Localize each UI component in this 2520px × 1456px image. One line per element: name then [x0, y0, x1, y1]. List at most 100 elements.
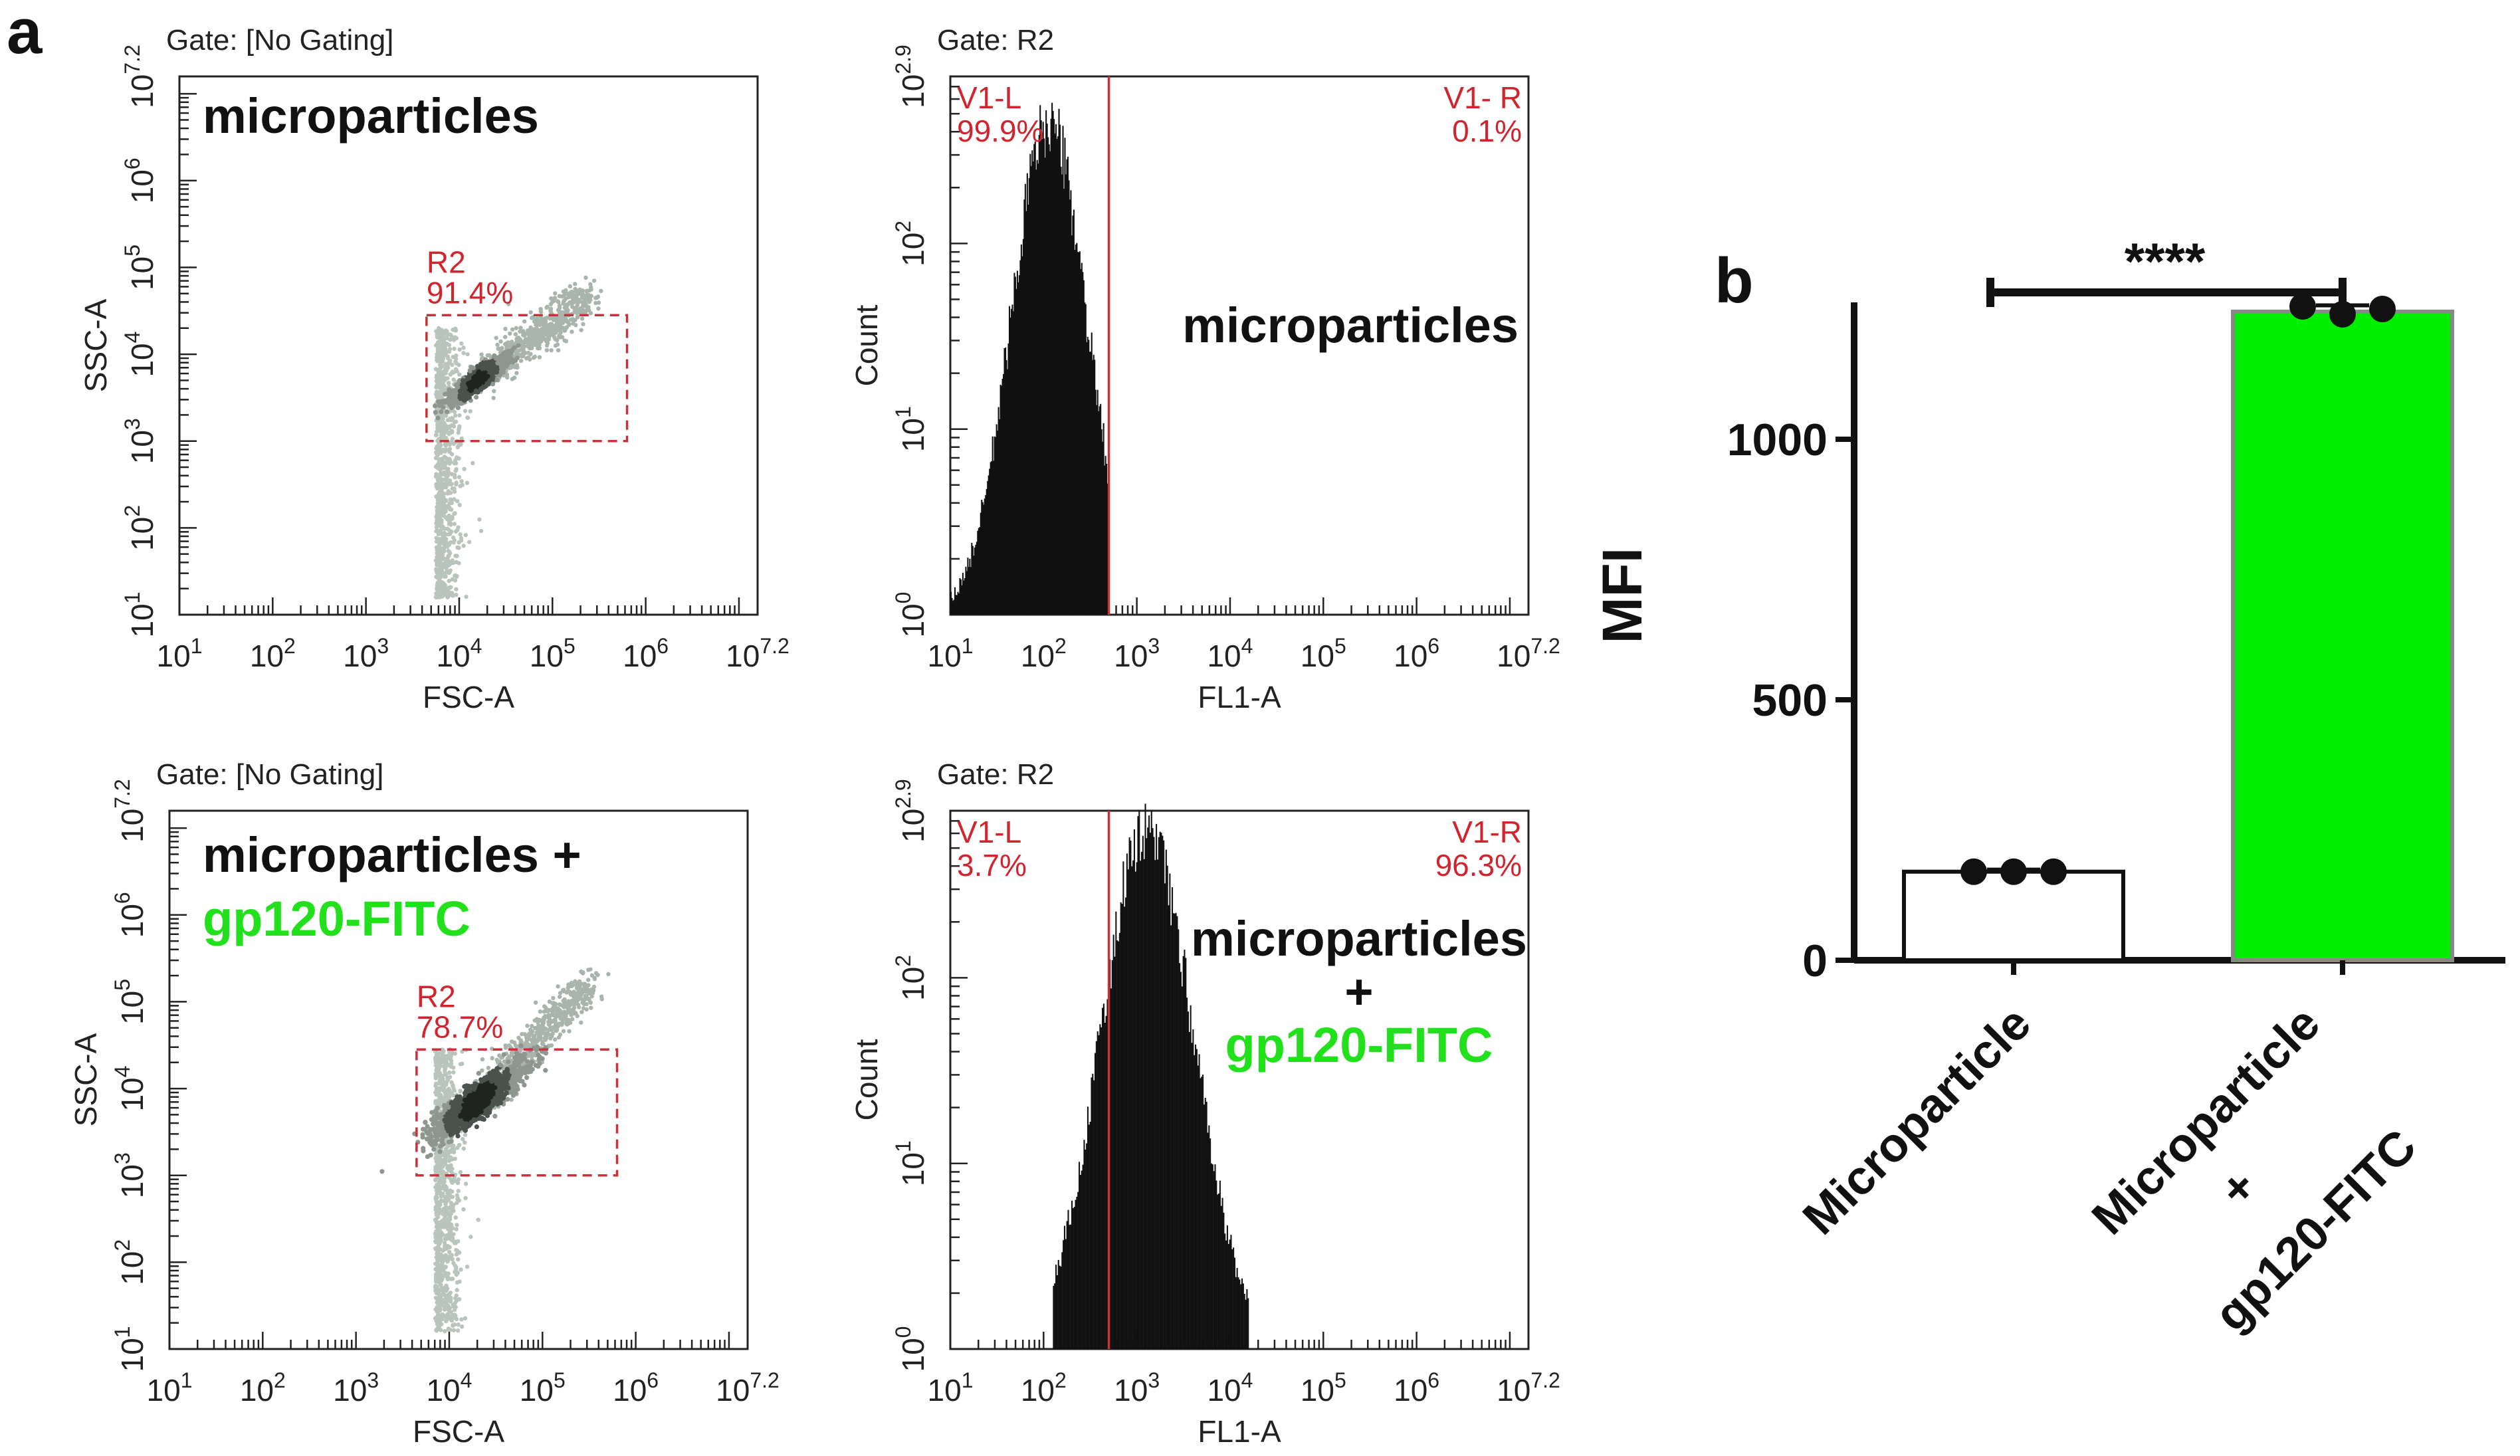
scatter-bottom-event-dot: [463, 1182, 469, 1186]
scatter-bottom-event-dot: [558, 1032, 563, 1037]
scatter-top-event-dot: [528, 333, 532, 338]
scatter-top-event-dot: [461, 544, 466, 548]
hist-top-right-region-name: V1- R: [1443, 80, 1522, 115]
scatter-top-event-dot: [435, 353, 441, 358]
scatter-top-event-dot: [453, 554, 458, 558]
scatter-bottom-event-dot: [568, 1010, 573, 1015]
scatter-top-event-dot: [575, 308, 579, 314]
hist-top-y-tick-label: 100: [891, 592, 930, 638]
scatter-top-event-dot: [462, 467, 467, 472]
scatter-top-event-dot: [574, 299, 579, 304]
panel-b-label: b: [1715, 245, 1754, 316]
scatter-bottom-event-dot: [447, 1070, 452, 1075]
scatter-top-event-dot: [441, 447, 446, 452]
scatter-bottom-event-dot: [585, 978, 591, 982]
scatter-bottom-event-dot: [435, 1284, 439, 1289]
scatter-bottom-event-dot: [458, 1062, 463, 1067]
scatter-bottom-event-dot: [455, 1271, 461, 1275]
scatter-top-event-dot: [580, 288, 585, 293]
scatter-top-event-dot: [461, 389, 467, 395]
panel-a-label: a: [7, 0, 43, 67]
scatter-top-event-dot: [435, 558, 439, 562]
scatter-bottom-x-tick-label: 106: [613, 1368, 659, 1407]
scatter-top-event-dot: [485, 362, 490, 367]
scatter-bottom-event-dot: [451, 1226, 455, 1231]
scatter-top-event-dot: [435, 524, 439, 528]
scatter-top-event-dot: [564, 302, 569, 307]
scatter-bottom-event-dot: [433, 1100, 438, 1106]
scatter-bottom-event-dot: [458, 1089, 463, 1093]
scatter-top-event-dot: [452, 486, 457, 491]
scatter-bottom-event-dot: [456, 1322, 461, 1327]
scatter-top-event-dot: [445, 341, 449, 346]
scatter-top-event-dot: [450, 369, 455, 374]
scatter-bottom-event-dot: [451, 1070, 456, 1075]
scatter-top-event-dot: [498, 339, 503, 344]
scatter-bottom-x-tick-label: 107.2: [716, 1368, 780, 1407]
scatter-top-event-dot: [435, 463, 440, 467]
scatter-top-event-dot: [560, 294, 565, 299]
scatter-top-event-dot: [465, 415, 470, 420]
scatter-top-event-dot: [570, 290, 575, 296]
scatter-top-event-dot: [455, 455, 459, 460]
scatter-bottom-event-dot: [451, 1312, 455, 1317]
scatter-bottom-event-dot: [435, 1192, 439, 1197]
scatter-top-gate-name: R2: [427, 245, 466, 279]
scatter-top-event-dot: [510, 327, 515, 332]
scatter-top-event-dot: [548, 306, 554, 311]
scatter-top-event-dot: [445, 459, 451, 465]
scatter-top-event-dot: [441, 556, 445, 560]
scatter-bottom-event-dot: [550, 1001, 555, 1005]
scatter-top-event-dot: [596, 306, 601, 311]
scatter-top-event-dot: [438, 507, 443, 512]
scatter-top-event-dot: [435, 349, 441, 354]
scatter-top-event-dot: [436, 390, 441, 395]
scatter-top-event-dot: [455, 499, 460, 504]
scatter-bottom-event-dot: [443, 1154, 447, 1159]
scatter-top-event-dot: [580, 310, 585, 315]
scatter-bottom-event-dot: [439, 1255, 444, 1260]
scatter-top-event-dot: [482, 365, 487, 371]
scatter-top-event-dot: [447, 449, 452, 455]
scatter-top-event-dot: [435, 423, 440, 428]
scatter-bottom-event-dot: [589, 1005, 593, 1010]
scatter-top-event-dot: [434, 358, 439, 363]
scatter-bottom-event-dot: [449, 1059, 454, 1063]
hist-top-gate-label: Gate: R2: [937, 24, 1054, 56]
scatter-top-event-dot: [451, 441, 457, 447]
scatter-bottom-event-dot: [455, 1223, 459, 1227]
scatter-top-event-dot: [506, 340, 510, 345]
scatter-bottom-event-dot: [576, 1002, 581, 1007]
hist-top-x-tick-label: 104: [1207, 634, 1253, 673]
scatter-bottom-event-dot: [433, 1197, 438, 1202]
scatter-top-event-dot: [545, 304, 550, 309]
scatter-bottom-event-dot: [453, 1239, 457, 1245]
scatter-top-event-dot: [452, 420, 457, 425]
scatter-top-event-dot: [486, 379, 491, 385]
scatter-bottom-y-axis-label: SSC-A: [68, 1033, 103, 1126]
hist-top-histogram-bars: [950, 102, 1110, 615]
scatter-top-event-dot: [448, 497, 453, 502]
scatter-top-event-dot: [516, 343, 521, 348]
scatter-bottom-event-dot: [440, 1221, 445, 1225]
scatter-top-event-dot: [581, 292, 585, 298]
scatter-bottom-event-dot: [448, 1206, 453, 1211]
scatter-bottom-event-dot: [509, 1097, 514, 1102]
scatter-top-event-dot: [556, 348, 561, 353]
scatter-bottom-event-dot: [455, 1180, 461, 1186]
scatter-bottom-event-dot: [459, 1317, 464, 1322]
scatter-top-event-dot: [470, 382, 475, 387]
scatter-top-event-dot: [440, 566, 445, 570]
scatter-bottom-event-dot: [436, 1235, 441, 1240]
scatter-bottom-event-dot: [445, 1286, 450, 1291]
scatter-top-x-tick-label: 102: [250, 634, 296, 673]
scatter-top-event-dot: [447, 347, 453, 352]
scatter-top-event-dot: [439, 451, 443, 455]
hist-top-y-tick-label: 101: [891, 406, 930, 452]
scatter-top-event-dot: [553, 337, 558, 342]
scatter-bottom-event-dot: [469, 1235, 473, 1239]
scatter-top-event-dot: [491, 395, 496, 401]
scatter-bottom-event-dot: [480, 1057, 485, 1062]
scatter-top-gate-label: Gate: [No Gating]: [166, 24, 393, 56]
scatter-top-event-dot: [554, 318, 558, 322]
